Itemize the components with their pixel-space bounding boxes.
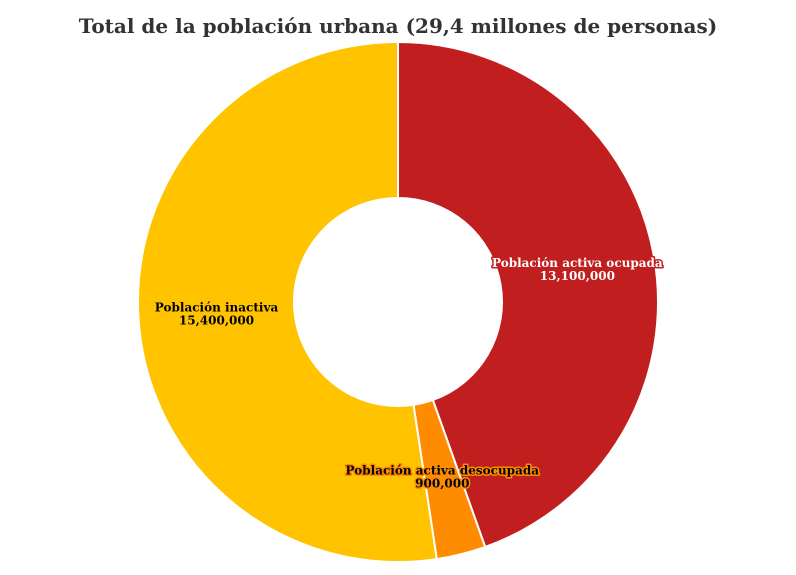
slice-label-name: Población inactiva	[155, 301, 279, 315]
slice-label-value: 900,000	[415, 477, 469, 491]
slice-poblacion-inactiva[interactable]	[137, 40, 438, 563]
slice-label-poblacion-activa-desocupada: Población activa desocupada 900,000	[346, 464, 540, 491]
slice-label-value: 13,100,000	[540, 269, 615, 283]
slice-label-value: 15,400,000	[179, 314, 254, 328]
slice-poblacion-activa-ocupada[interactable]	[397, 40, 659, 549]
labels-group: Población activa ocupada 13,100,000Poblac…	[153, 255, 664, 492]
slice-label-poblacion-activa-ocupada: Población activa ocupada 13,100,000	[492, 256, 663, 283]
slice-label-poblacion-inactiva: Población inactiva 15,400,000	[155, 301, 279, 328]
chart-title: Total de la población urbana (29,4 millo…	[78, 14, 718, 38]
slice-label-name: Población activa ocupada	[492, 256, 663, 270]
slice-label-name: Población activa desocupada	[346, 464, 540, 478]
slices-group	[137, 40, 659, 563]
